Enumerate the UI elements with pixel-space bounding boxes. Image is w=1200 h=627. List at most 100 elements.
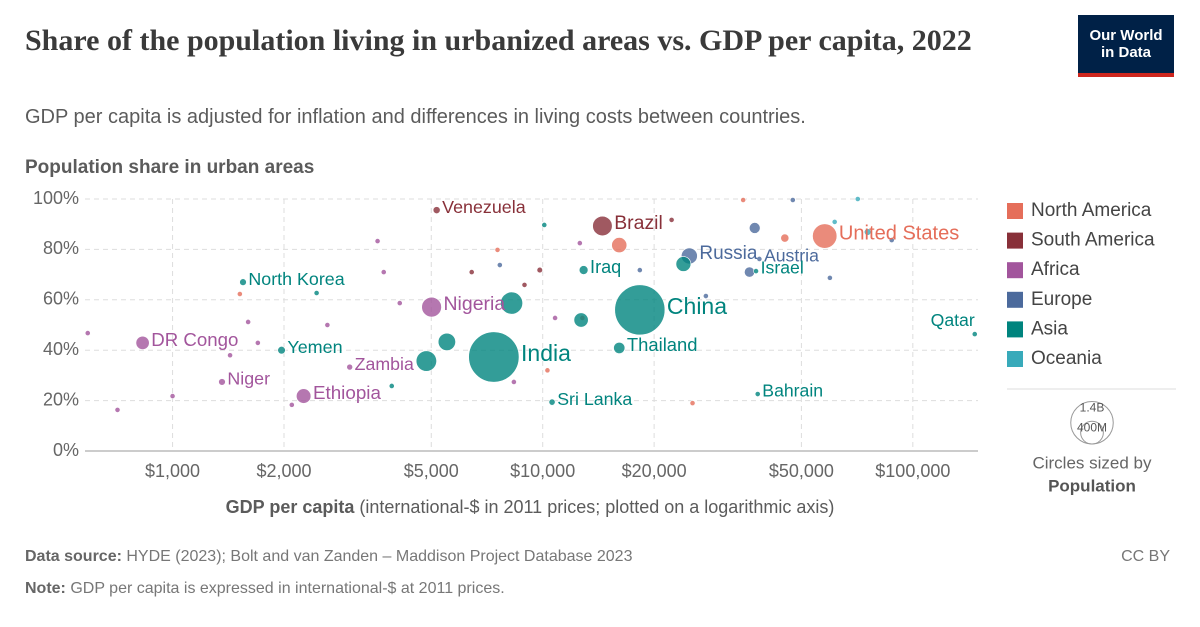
point bbox=[578, 265, 589, 275]
point bbox=[415, 350, 437, 372]
point bbox=[169, 393, 176, 399]
point bbox=[296, 388, 312, 404]
legend-label: North America bbox=[1031, 200, 1152, 221]
point bbox=[614, 284, 666, 336]
y-tick-label: 80% bbox=[43, 238, 79, 258]
size-legend-label: 400M bbox=[1077, 420, 1107, 434]
point bbox=[421, 296, 442, 318]
point bbox=[971, 331, 978, 337]
point bbox=[374, 238, 381, 244]
chart-subtitle: GDP per capita is adjusted for inflation… bbox=[25, 106, 806, 128]
point-label: Venezuela bbox=[442, 197, 526, 217]
y-tick-label: 0% bbox=[53, 440, 79, 460]
y-tick-label: 40% bbox=[43, 339, 79, 359]
size-legend-circle bbox=[1080, 420, 1104, 445]
point-label: Israel bbox=[761, 258, 804, 278]
source: Data source: HYDE (2023); Bolt and van Z… bbox=[25, 548, 632, 566]
point bbox=[388, 383, 395, 389]
point bbox=[740, 197, 747, 203]
point bbox=[780, 233, 790, 243]
y-tick-label: 20% bbox=[43, 389, 79, 409]
point bbox=[541, 222, 548, 228]
legend-swatch bbox=[1007, 351, 1023, 367]
point-label: Austria bbox=[764, 246, 819, 266]
x-tick-label: $10,000 bbox=[510, 461, 575, 481]
point-label: North Korea bbox=[248, 269, 344, 289]
point-label: Iraq bbox=[590, 257, 621, 277]
legend-swatch bbox=[1007, 291, 1023, 308]
legend-label: Africa bbox=[1031, 259, 1080, 280]
y-axis-title: Population share in urban areas bbox=[25, 157, 314, 178]
point bbox=[432, 206, 441, 214]
point bbox=[611, 237, 628, 254]
point-label: United States bbox=[839, 222, 959, 244]
point bbox=[756, 256, 763, 262]
point-label: Ethiopia bbox=[313, 382, 382, 403]
point bbox=[288, 401, 295, 408]
logo-line: Our World bbox=[1089, 27, 1163, 44]
point bbox=[689, 400, 696, 407]
x-axis-title-note: (international-$ in 2011 prices; plotted… bbox=[359, 497, 834, 517]
point bbox=[218, 378, 226, 386]
point bbox=[576, 240, 583, 246]
point bbox=[494, 247, 501, 253]
point bbox=[754, 391, 761, 397]
point-label: DR Congo bbox=[151, 329, 238, 350]
source-text: HYDE (2023); Bolt and van Zanden – Maddi… bbox=[126, 548, 633, 565]
note-label: Note: bbox=[25, 580, 66, 597]
point bbox=[748, 222, 761, 234]
point bbox=[613, 341, 626, 354]
point bbox=[668, 217, 675, 223]
point-label: Sri Lanka bbox=[557, 389, 632, 409]
legend-label: Europe bbox=[1031, 289, 1092, 310]
point bbox=[702, 293, 709, 299]
point bbox=[744, 266, 755, 278]
note: Note: GDP per capita is expressed in int… bbox=[25, 580, 505, 598]
y-tick-label: 100% bbox=[33, 188, 79, 208]
point bbox=[324, 322, 331, 328]
y-tick-label: 60% bbox=[43, 289, 79, 309]
license[interactable]: CC BY bbox=[1121, 548, 1170, 565]
point bbox=[468, 269, 475, 275]
point-label: Nigeria bbox=[444, 293, 506, 315]
point bbox=[544, 367, 551, 374]
points bbox=[84, 196, 978, 413]
point-label: Thailand bbox=[627, 334, 698, 355]
point bbox=[468, 331, 520, 383]
note-text: GDP per capita is expressed in internati… bbox=[70, 580, 505, 597]
point bbox=[592, 215, 613, 237]
point bbox=[239, 278, 247, 286]
point bbox=[346, 363, 353, 371]
point bbox=[863, 228, 872, 236]
point-label: Russia bbox=[699, 243, 758, 264]
point-label: Niger bbox=[227, 369, 270, 389]
point bbox=[313, 290, 320, 296]
legend-label: South America bbox=[1031, 230, 1155, 251]
point-labels: United States Brazil Venezuela Nigeria DR Co… bbox=[151, 197, 975, 409]
point bbox=[396, 300, 403, 306]
point bbox=[227, 352, 233, 359]
point bbox=[254, 339, 261, 346]
x-tick-label: $1,000 bbox=[145, 461, 200, 481]
point bbox=[789, 197, 796, 203]
legend-swatch bbox=[1007, 203, 1023, 219]
point bbox=[236, 291, 243, 297]
point-label: Qatar bbox=[931, 310, 975, 330]
point bbox=[753, 268, 759, 274]
point bbox=[380, 269, 387, 275]
x-tick-label: $20,000 bbox=[622, 461, 687, 481]
point bbox=[135, 335, 150, 350]
legend-label: Asia bbox=[1031, 318, 1068, 339]
point bbox=[675, 256, 692, 272]
logo[interactable]: Our World in Data bbox=[1078, 15, 1174, 77]
point bbox=[277, 346, 286, 355]
chart: Population share in urban areas GDP per … bbox=[25, 157, 1176, 517]
legend-swatch bbox=[1007, 232, 1023, 249]
point bbox=[831, 219, 838, 225]
size-legend-title: Circles sized by bbox=[1032, 453, 1152, 472]
source-label: Data source: bbox=[25, 548, 122, 565]
point bbox=[548, 398, 556, 406]
logo-line: in Data bbox=[1100, 44, 1151, 61]
x-tick-label: $2,000 bbox=[256, 461, 311, 481]
